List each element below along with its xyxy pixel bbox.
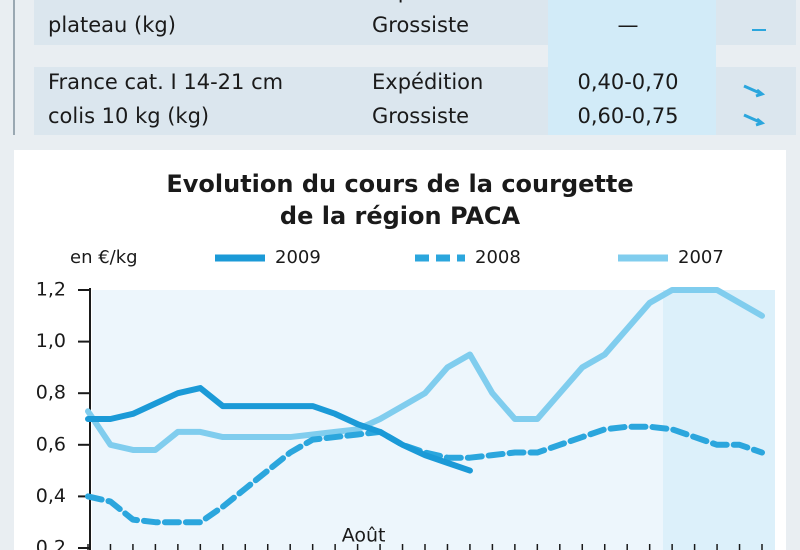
table-cell: Grossiste xyxy=(372,13,469,37)
table-cell: Expédition xyxy=(372,0,483,3)
plot-bg xyxy=(92,290,775,550)
legend-label: 2009 xyxy=(275,247,321,268)
table-cell: Grossiste xyxy=(372,104,469,128)
y-tick-label: 0,4 xyxy=(36,485,66,507)
chart-title: Evolution du cours de la courgette xyxy=(166,170,633,198)
x-tick-label: Août xyxy=(342,525,386,547)
table-cell: plateau (kg) xyxy=(48,13,176,37)
table-cell: NC xyxy=(613,0,643,3)
series-line xyxy=(85,385,473,474)
price-column-bg xyxy=(548,0,716,135)
legend-label: 2007 xyxy=(678,247,724,268)
y-tick-label: 0,2 xyxy=(36,537,66,550)
table-cell: 0,60-0,75 xyxy=(577,104,678,128)
y-axis-label: en €/kg xyxy=(70,247,138,268)
y-tick-label: 0,8 xyxy=(36,382,66,404)
legend-label: 2008 xyxy=(475,247,521,268)
table-cell: Ronde France cat. I xyxy=(48,0,249,3)
table-cell: colis 10 kg (kg) xyxy=(48,104,209,128)
table: Ronde France cat. I plateau (kg) Expéditio… xyxy=(48,0,679,128)
highlight-band xyxy=(663,290,775,550)
table-cell: France cat. I 14-21 cm xyxy=(48,70,283,94)
table-cell: Expédition xyxy=(372,70,483,94)
table-cell: 0,40-0,70 xyxy=(577,70,678,94)
table-cell: — xyxy=(618,13,639,37)
trend-arrows xyxy=(743,84,766,127)
y-tick-label: 1,2 xyxy=(36,279,66,301)
y-tick-label: 1,0 xyxy=(36,330,66,352)
chart-title: de la région PACA xyxy=(280,202,521,230)
y-tick-label: 0,6 xyxy=(36,433,66,455)
series-line xyxy=(85,287,765,453)
